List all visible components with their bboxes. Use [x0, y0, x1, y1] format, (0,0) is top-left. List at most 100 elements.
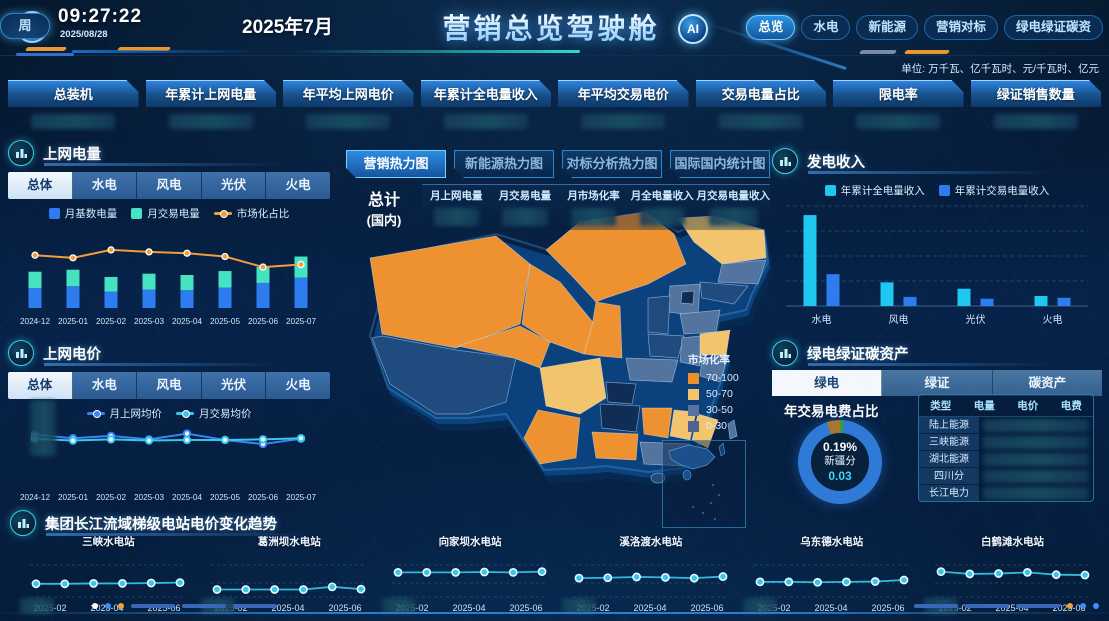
total-column-header: 月上网电量 [430, 190, 483, 202]
map-region[interactable] [599, 403, 641, 433]
tab[interactable]: 光伏 [201, 372, 267, 399]
map-region[interactable] [605, 381, 637, 405]
period-button[interactable]: 周 [0, 13, 50, 39]
legend-marker [48, 208, 60, 219]
nav-tab[interactable]: 总览 [746, 15, 796, 40]
tab[interactable]: 水电 [72, 372, 138, 399]
tab[interactable]: 火电 [266, 372, 330, 399]
kpi-label: 年平均上网电价 [283, 80, 414, 107]
kpi-item: 交易电量占比 [696, 80, 827, 129]
map-region[interactable] [523, 409, 581, 465]
total-column-value-blurred [709, 208, 758, 226]
pagination-dash[interactable] [1016, 604, 1060, 608]
ai-assistant-button[interactable]: AI [678, 14, 708, 44]
header-decor [290, 50, 580, 53]
carousel-pagination-right[interactable] [914, 603, 1099, 609]
legend-entry[interactable]: 市场化占比 [213, 206, 289, 221]
legend-label: 30-50 [706, 404, 733, 416]
map-tab[interactable]: 新能源热力图 [454, 150, 554, 178]
pagination-dash[interactable] [182, 604, 226, 608]
table-row[interactable]: 长江电力 [919, 485, 1093, 501]
pagination-dot[interactable] [118, 603, 124, 609]
svg-text:2025-04: 2025-04 [633, 603, 666, 613]
map-region[interactable] [583, 301, 623, 359]
pagination-dot[interactable] [1067, 603, 1073, 609]
table-row[interactable]: 三峡能源 [919, 434, 1093, 451]
nav-tab[interactable]: 绿电绿证碳资 [1003, 15, 1103, 40]
tab[interactable]: 碳资产 [992, 370, 1102, 396]
map-region[interactable] [679, 335, 701, 367]
tab[interactable]: 风电 [137, 172, 202, 199]
tab[interactable]: 风电 [137, 372, 202, 399]
kpi-value-blurred [856, 114, 940, 129]
map-region[interactable] [680, 290, 695, 305]
china-choropleth-map [368, 210, 773, 485]
pagination-dash[interactable] [233, 604, 277, 608]
pagination-dash[interactable] [965, 604, 1009, 608]
table-header-cell: 类型 [930, 400, 952, 412]
nav-tab[interactable]: 营销对标 [923, 15, 998, 40]
tab[interactable]: 光伏 [201, 172, 267, 199]
panel-underline [46, 533, 366, 536]
green-table: 类型 电量 电价 电费 陆上能源 三峡能源 湖北能源 四川分 [918, 394, 1094, 502]
tab[interactable]: 火电 [266, 172, 330, 199]
map-tab[interactable]: 国际国内统计图 [670, 150, 770, 178]
map-region[interactable] [699, 281, 749, 305]
legend-entry[interactable]: 月交易均价 [176, 406, 252, 421]
map-region[interactable] [650, 472, 666, 484]
map-region[interactable] [591, 431, 639, 461]
table-row[interactable]: 四川分 [919, 468, 1093, 485]
legend-label: 月基数电量 [64, 208, 118, 220]
tab[interactable]: 总体 [8, 372, 73, 399]
total-title: 总计 [367, 192, 400, 209]
nav-tab[interactable]: 水电 [801, 15, 851, 40]
table-row[interactable]: 湖北能源 [919, 451, 1093, 468]
legend-entry[interactable]: 月上网均价 [86, 406, 162, 421]
legend-entry[interactable]: 月交易电量 [131, 206, 200, 221]
svg-text:光伏: 光伏 [966, 313, 986, 326]
map-region[interactable] [699, 355, 729, 383]
kpi-value-blurred [168, 114, 253, 129]
map-tab[interactable]: 对标分析热力图 [562, 150, 662, 178]
revenue-legend: 年累计全电量收入 年累计交易电量收入 [772, 183, 1102, 198]
map-region[interactable] [647, 295, 671, 335]
svg-text:2025-06: 2025-06 [510, 603, 543, 613]
legend-entry[interactable]: 年累计交易电量收入 [938, 183, 1049, 198]
map-region[interactable] [647, 333, 685, 359]
map-region[interactable] [717, 259, 767, 285]
map-region[interactable] [641, 407, 673, 439]
pagination-dot[interactable] [105, 603, 111, 609]
tab[interactable]: 绿电 [772, 370, 883, 396]
pagination-dash[interactable] [914, 604, 958, 608]
row-values-blurred [983, 487, 1089, 500]
pagination-dash[interactable] [131, 604, 175, 608]
tab[interactable]: 总体 [8, 172, 73, 199]
table-row[interactable]: 陆上能源 [919, 417, 1093, 434]
tab[interactable]: 绿证 [882, 370, 993, 396]
carousel-pagination-left[interactable] [92, 603, 277, 609]
pagination-dot[interactable] [92, 603, 98, 609]
kpi-item: 年累计全电量收入 [421, 80, 552, 129]
legend-entry[interactable]: 月基数电量 [48, 206, 118, 221]
legend-entry[interactable]: 年累计全电量收入 [824, 183, 925, 198]
map-region[interactable] [456, 325, 551, 369]
map-tab[interactable]: 营销热力图 [346, 150, 446, 178]
tab[interactable]: 水电 [72, 172, 138, 199]
header-decor [16, 53, 74, 56]
map-region[interactable] [369, 235, 531, 349]
svg-text:2025-04: 2025-04 [995, 603, 1028, 613]
map-region[interactable] [539, 357, 607, 415]
kpi-value-blurred [306, 114, 390, 129]
map-region[interactable] [371, 335, 517, 415]
map-legend-item: 70-100 [688, 372, 739, 384]
nav-tab[interactable]: 新能源 [856, 15, 918, 40]
map-region[interactable] [727, 419, 738, 440]
svg-text:2025-01: 2025-01 [58, 317, 88, 326]
pagination-dot[interactable] [1093, 603, 1099, 609]
map-region[interactable] [679, 309, 721, 335]
pagination-dot[interactable] [1080, 603, 1086, 609]
map-region[interactable] [625, 357, 679, 383]
clock-date: 2025/08/28 [60, 29, 108, 40]
